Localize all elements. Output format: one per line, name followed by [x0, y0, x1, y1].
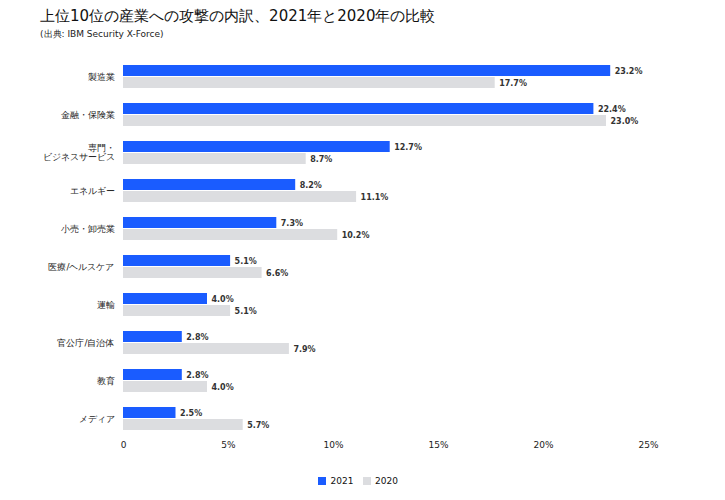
html-text:上位10位の産業への攻撃の内訳、2021年と2020年の比較: 上位10位の産業への攻撃の内訳、2021年と2020年の比較	[40, 7, 436, 25]
svg-text:5.1%: 5.1%	[235, 307, 257, 316]
svg-text:12.7%: 12.7%	[394, 143, 422, 152]
svg-text:15%: 15%	[428, 440, 448, 450]
svg-text:22.4%: 22.4%	[598, 105, 626, 114]
svg-text:7.3%: 7.3%	[281, 219, 303, 228]
svg-text:8.2%: 8.2%	[300, 181, 322, 190]
svg-text:5.1%: 5.1%	[235, 257, 257, 266]
svg-text:医療/ヘルスケア: 医療/ヘルスケア	[48, 262, 114, 272]
svg-text:5%: 5%	[221, 440, 236, 450]
html-text:(出典: IBM Security X-Force): (出典: IBM Security X-Force)	[40, 29, 164, 39]
svg-text:2.8%: 2.8%	[186, 371, 208, 380]
svg-text:7.9%: 7.9%	[293, 345, 315, 354]
svg-text:10%: 10%	[323, 440, 343, 450]
svg-text:金融・保険業: 金融・保険業	[61, 110, 115, 120]
svg-text:6.6%: 6.6%	[266, 269, 288, 278]
svg-text:10.2%: 10.2%	[342, 231, 370, 240]
svg-text:20%: 20%	[533, 440, 553, 450]
svg-text:23.2%: 23.2%	[615, 67, 643, 76]
html-text:2020: 2020	[375, 475, 398, 486]
html-text:2021: 2021	[330, 475, 354, 486]
svg-text:製造業: 製造業	[88, 72, 115, 82]
svg-text:エネルギー: エネルギー	[70, 186, 115, 196]
svg-text:11.1%: 11.1%	[361, 193, 389, 202]
svg-text:4.0%: 4.0%	[212, 383, 234, 392]
svg-text:8.7%: 8.7%	[310, 155, 332, 164]
svg-text:官公庁/自治体: 官公庁/自治体	[57, 338, 114, 348]
svg-text:小売・卸売業: 小売・卸売業	[61, 224, 115, 234]
svg-text:運輸: 運輸	[97, 300, 115, 310]
svg-text:4.0%: 4.0%	[212, 295, 234, 304]
svg-text:2.5%: 2.5%	[180, 409, 202, 418]
svg-text:2.8%: 2.8%	[186, 333, 208, 342]
svg-text:23.0%: 23.0%	[611, 117, 639, 126]
svg-text:メディア: メディア	[79, 414, 115, 424]
svg-text:25%: 25%	[638, 440, 658, 450]
svg-text:17.7%: 17.7%	[499, 79, 527, 88]
svg-text:教育: 教育	[97, 376, 115, 386]
svg-text:専門・ビジネスサービス: 専門・ビジネスサービス	[43, 143, 115, 162]
svg-text:5.7%: 5.7%	[247, 421, 269, 430]
svg-text:0: 0	[121, 440, 127, 450]
